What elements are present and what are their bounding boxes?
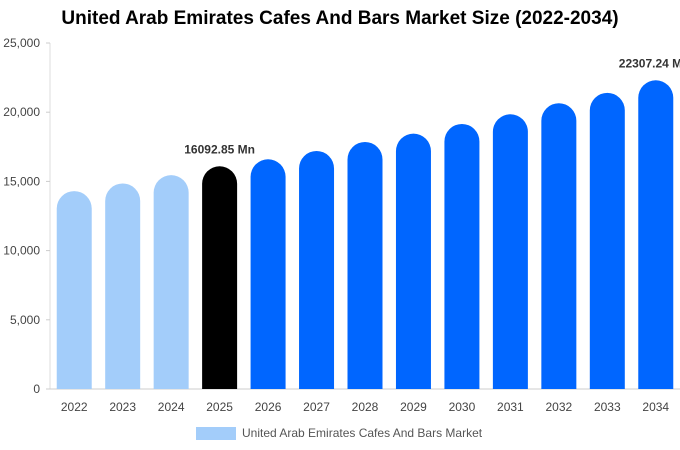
- legend: United Arab Emirates Cafes And Bars Mark…: [196, 425, 482, 441]
- bar-2024: [153, 175, 189, 389]
- bar-2023: [105, 183, 141, 389]
- x-tick-label: 2029: [400, 400, 427, 414]
- x-tick-label: 2033: [594, 400, 621, 414]
- y-tick-label: 5,000: [10, 313, 40, 327]
- y-tick-label: 20,000: [3, 105, 40, 119]
- legend-swatch: [196, 426, 236, 440]
- x-tick-label: 2022: [61, 400, 88, 414]
- x-tick-label: 2027: [303, 400, 330, 414]
- chart-title: United Arab Emirates Cafes And Bars Mark…: [61, 8, 619, 29]
- bar-2034: [638, 80, 674, 390]
- bar-2025: [202, 166, 238, 389]
- y-tick-label: 25,000: [3, 36, 40, 50]
- y-tick-label: 15,000: [3, 174, 40, 188]
- data-label: 16092.85 Mn: [184, 142, 255, 156]
- bar-2022: [56, 191, 92, 389]
- data-label: 22307.24 Mn: [619, 56, 680, 70]
- bar-2026: [250, 159, 286, 389]
- x-tick-label: 2025: [206, 400, 233, 414]
- data-labels-group: 16092.85 Mn 22307.24 Mn: [184, 56, 680, 156]
- bar-2030: [444, 123, 480, 390]
- bar-2031: [492, 114, 528, 389]
- x-tick-label: 2030: [449, 400, 476, 414]
- x-tick-label: 2034: [642, 400, 669, 414]
- y-axis: 0 5,000 10,000 15,000 20,000 25,000: [3, 36, 51, 396]
- bar-2033: [589, 92, 625, 389]
- x-axis: 2022 2023 2024 2025 2026 2027 2028 2029 2030 2031…: [50, 388, 680, 414]
- x-tick-label: 2032: [545, 400, 572, 414]
- y-tick-label: 0: [33, 382, 40, 396]
- bar-2028: [347, 141, 383, 389]
- legend-label: United Arab Emirates Cafes And Bars Mark…: [242, 426, 483, 440]
- x-tick-label: 2031: [497, 400, 524, 414]
- x-tick-label: 2023: [109, 400, 136, 414]
- bars-group: [56, 80, 674, 390]
- x-tick-label: 2026: [255, 400, 282, 414]
- x-tick-label: 2028: [352, 400, 379, 414]
- bar-2032: [541, 103, 577, 389]
- x-tick-label: 2024: [158, 400, 185, 414]
- bar-2027: [299, 150, 335, 389]
- bar-2029: [395, 133, 431, 389]
- y-tick-label: 10,000: [3, 244, 40, 258]
